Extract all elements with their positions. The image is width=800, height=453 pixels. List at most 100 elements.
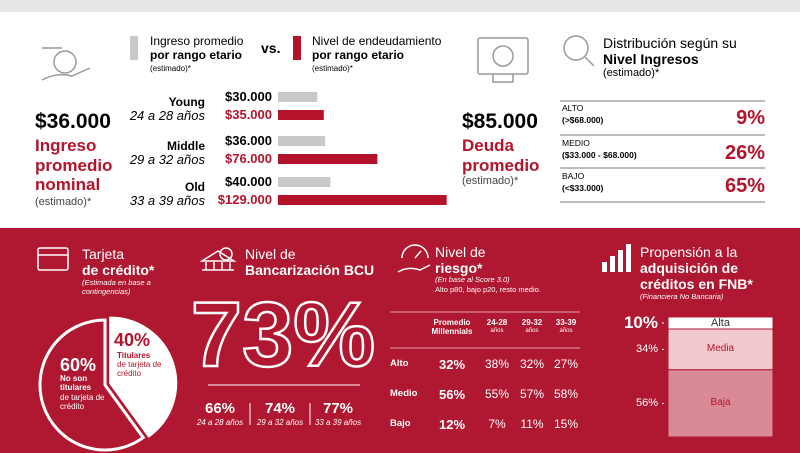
bar: [278, 136, 326, 146]
risk-table-lines: [390, 311, 580, 349]
card-title: Tarjeta: [82, 246, 125, 262]
cell: 56%: [438, 387, 466, 402]
pie-slice: [38, 318, 146, 452]
value-label: $76.000: [225, 151, 272, 166]
cell: 32%: [438, 357, 466, 372]
cell: 32%: [519, 357, 545, 371]
segment-name: Baja: [710, 397, 731, 409]
row-level: MEDIO: [562, 138, 590, 148]
distribution-title: Distribución según su: [603, 35, 737, 51]
icon-risk: [397, 244, 431, 273]
legend-subtitle: por rango etario: [150, 48, 243, 62]
propensity-title: Propensión a la: [640, 244, 738, 260]
bank-lines: [208, 384, 360, 425]
group-range: 33 a 39 años: [129, 193, 205, 208]
column-header: 29-32: [521, 318, 543, 327]
propensity-note: (Financiera No Bancaria): [640, 292, 724, 301]
slice-text: de tarjeta de crédito: [60, 393, 105, 412]
vs: vs.: [261, 40, 281, 56]
bank-title-bold: Bancarización BCU: [245, 262, 375, 278]
cell: 38%: [484, 357, 510, 371]
legend-title: Ingreso promedio: [150, 34, 244, 48]
cell: 15%: [553, 417, 579, 431]
bar: [278, 110, 324, 120]
risk-note: (En base al Score 3.0): [435, 275, 510, 284]
distribution-note: (estimado)*: [603, 67, 660, 79]
bar: [278, 154, 378, 164]
distribution-lines: [560, 100, 765, 203]
group-value: 74%: [264, 400, 296, 417]
group-name: Young: [168, 95, 205, 109]
income-value: $36.000: [35, 110, 111, 133]
column-unit: años: [559, 328, 573, 334]
group-name: Middle: [167, 139, 205, 153]
slice-text-bold: Titulares: [117, 351, 151, 360]
risk-note: Alto p80, bajo p20, resto medio.: [435, 285, 541, 294]
group-range: 24 a 28 años: [129, 108, 205, 123]
row-range: (<$33.000): [562, 183, 604, 193]
group-range: 24 a 28 años: [196, 418, 244, 427]
cell: 7%: [488, 417, 506, 431]
value-label: $40.000: [225, 174, 272, 189]
row-label: Bajo: [390, 418, 411, 429]
cell: 12%: [438, 417, 466, 432]
row-range: ($33.000 - $68.000): [562, 150, 637, 160]
slice-label: 40%: [114, 330, 151, 350]
bar: [278, 92, 318, 102]
stacked-segment: [667, 328, 774, 371]
income-label: Ingreso promedio nominal: [35, 136, 113, 195]
debt-note: (estimado)*: [462, 175, 519, 187]
legend-swatch: [293, 36, 301, 60]
row-label: Alto: [390, 358, 409, 369]
cell: 27%: [553, 357, 579, 371]
column-unit: años: [525, 328, 539, 334]
distribution-title-bold: Nivel Ingresos: [603, 51, 699, 67]
legend-note: (estimado)*: [312, 64, 353, 73]
legend-subtitle: por rango etario: [312, 48, 405, 62]
column-unit: años: [490, 328, 504, 334]
slice-text-bold: No son titulares: [60, 374, 92, 393]
debt-value: $85.000: [462, 110, 538, 133]
column-header: 24-28: [486, 318, 508, 327]
value-label: $30.000: [225, 89, 272, 104]
bar: [278, 177, 331, 187]
icon-propensity: [602, 244, 631, 272]
legend-swatch: [130, 36, 138, 60]
row-value: 65%: [724, 175, 765, 197]
stacked-segment: [667, 369, 774, 438]
group-value: 77%: [322, 400, 354, 417]
bar: [278, 195, 447, 205]
bank-value: 73%: [191, 284, 375, 386]
group-range: 29 a 32 años: [256, 418, 304, 427]
group-range: 29 a 32 años: [129, 152, 205, 167]
row-label: Medio: [390, 388, 418, 399]
row-value: 26%: [724, 142, 765, 164]
icon-bank: [199, 247, 237, 271]
top-strip: [0, 0, 800, 12]
pie-slice: [109, 316, 178, 438]
bank-title: Nivel de: [245, 246, 296, 262]
row-level: BAJO: [562, 171, 585, 181]
debt-label: Deuda promedio: [462, 136, 540, 175]
column-header: 33-39: [555, 318, 577, 327]
cell: 11%: [520, 417, 544, 431]
cell: 58%: [553, 387, 579, 401]
legend-title: Nivel de endeudamiento: [312, 34, 442, 48]
card-title-bold: de crédito*: [82, 262, 155, 278]
segment-name: Media: [706, 343, 735, 355]
card-note: (Estimada en base a contingencias): [82, 278, 151, 296]
income-note: (estimado)*: [35, 196, 92, 208]
risk-title: Nivel de: [435, 244, 486, 260]
value-label: $129.000: [217, 192, 272, 207]
value-label: $36.000: [225, 133, 272, 148]
cell: 55%: [484, 387, 510, 401]
icon-card: [37, 247, 69, 271]
cell: 57%: [519, 387, 545, 401]
segment-label: 56%: [635, 397, 658, 410]
row-value: 9%: [736, 107, 765, 129]
group-value: 66%: [204, 400, 236, 417]
row-range: (>$68.000): [562, 115, 604, 125]
segment-name: Alta: [711, 317, 730, 329]
